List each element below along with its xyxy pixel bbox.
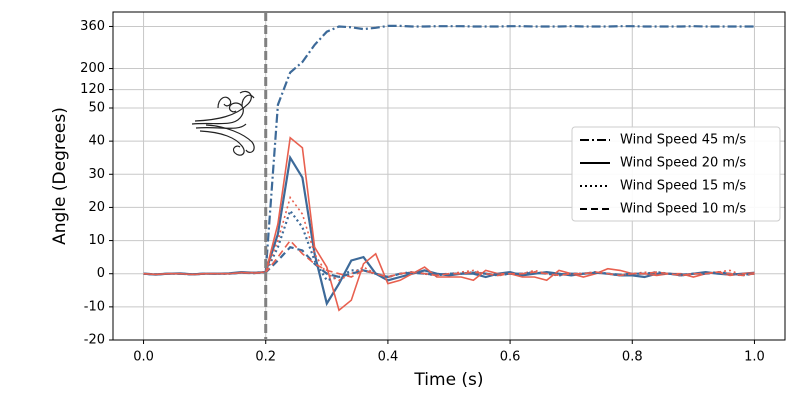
- x-tick-label: 0.8: [622, 350, 643, 365]
- legend-label: Wind Speed 45 m/s: [620, 133, 746, 148]
- x-tick-label: 0.6: [500, 350, 521, 365]
- y-tick-label: 200: [80, 61, 105, 76]
- legend-label: Wind Speed 20 m/s: [620, 156, 746, 171]
- y-tick-label: 30: [88, 167, 105, 182]
- y-tick-label: -20: [84, 333, 105, 348]
- wind-icon: [191, 90, 255, 156]
- legend: Wind Speed 45 m/s Wind Speed 20 m/s Wind S…: [571, 126, 781, 222]
- y-axis-label: Angle (Degrees): [50, 107, 70, 245]
- y-tick-label: 50: [88, 101, 105, 116]
- x-tick-label: 0.0: [133, 350, 154, 365]
- legend-label: Wind Speed 10 m/s: [620, 202, 746, 217]
- y-tick-label: 40: [88, 134, 105, 149]
- x-tick-label: 1.0: [744, 350, 765, 365]
- y-tick-label: 360: [80, 19, 105, 34]
- y-tick-label: 20: [88, 200, 105, 215]
- legend-label: Wind Speed 15 m/s: [620, 179, 746, 194]
- y-tick-label: 10: [88, 233, 105, 248]
- plot-frame: [112, 11, 786, 341]
- y-tick-label: 120: [80, 82, 105, 97]
- y-tick-label: -10: [84, 299, 105, 314]
- y-tick-label: 0: [97, 266, 105, 281]
- legend-box: [571, 126, 781, 222]
- series-line: [143, 239, 755, 278]
- x-tick-label: 0.4: [378, 350, 399, 365]
- x-tick-label: 0.2: [255, 350, 276, 365]
- x-axis-label: Time (s): [413, 370, 483, 390]
